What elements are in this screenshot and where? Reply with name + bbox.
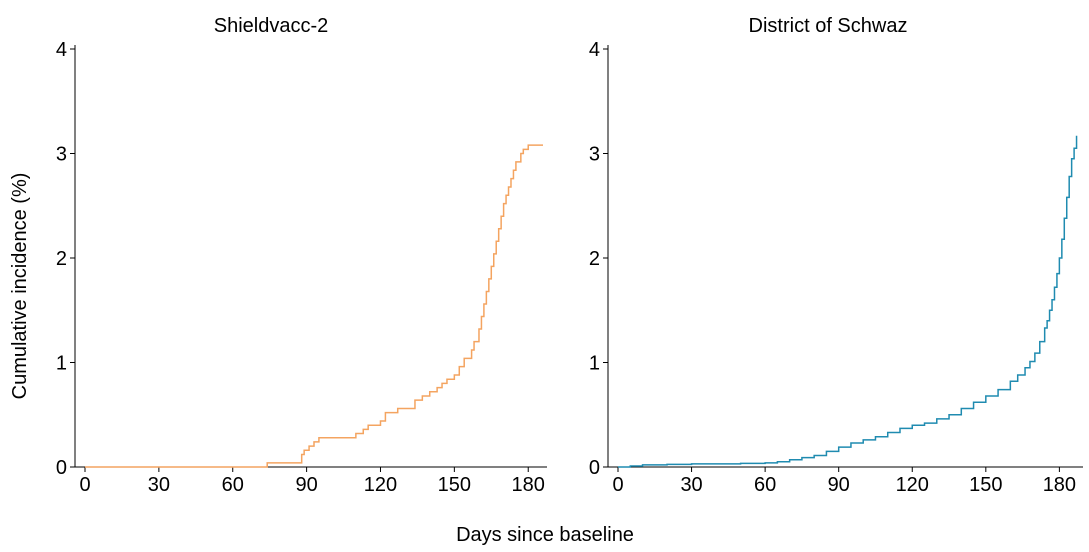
x-axis-label: Days since baseline bbox=[456, 524, 634, 546]
x-tick-label: 120 bbox=[896, 474, 929, 496]
x-tick-label: 180 bbox=[1043, 474, 1076, 496]
x-tick-label: 0 bbox=[79, 474, 90, 496]
x-tick-label: 150 bbox=[969, 474, 1002, 496]
y-tick-label: 3 bbox=[589, 144, 600, 166]
y-tick-label: 1 bbox=[56, 353, 67, 375]
y-tick-label: 0 bbox=[589, 457, 600, 479]
y-tick-label: 2 bbox=[56, 248, 67, 270]
x-tick-label: 30 bbox=[680, 474, 702, 496]
x-tick-label: 90 bbox=[828, 474, 850, 496]
panel-district-of-schwaz: District of Schwaz 0 1 2 3 4 0 30 60 90 120 150 180 bbox=[589, 15, 1083, 496]
x-tick-label: 30 bbox=[148, 474, 170, 496]
x-tick-label: 60 bbox=[754, 474, 776, 496]
x-tick-label: 120 bbox=[364, 474, 397, 496]
y-axis-label: Cumulative incidence (%) bbox=[9, 173, 31, 400]
panel-title: District of Schwaz bbox=[749, 15, 908, 37]
series-line bbox=[618, 135, 1078, 468]
y-tick-label: 3 bbox=[56, 144, 67, 166]
x-tick-label: 60 bbox=[222, 474, 244, 496]
y-tick-label: 4 bbox=[589, 39, 600, 61]
series-line bbox=[85, 144, 543, 468]
y-tick-label: 2 bbox=[589, 248, 600, 270]
y-tick-label: 1 bbox=[589, 353, 600, 375]
x-tick-label: 0 bbox=[612, 474, 623, 496]
panel-shieldvacc: Shieldvacc-2 0 1 2 3 4 0 30 60 90 120 150 180 bbox=[56, 15, 547, 496]
x-tick-label: 180 bbox=[512, 474, 545, 496]
x-tick-label: 90 bbox=[295, 474, 317, 496]
y-tick-label: 0 bbox=[56, 457, 67, 479]
y-tick-label: 4 bbox=[56, 39, 67, 61]
x-tick-label: 150 bbox=[438, 474, 471, 496]
panel-title: Shieldvacc-2 bbox=[214, 15, 329, 37]
